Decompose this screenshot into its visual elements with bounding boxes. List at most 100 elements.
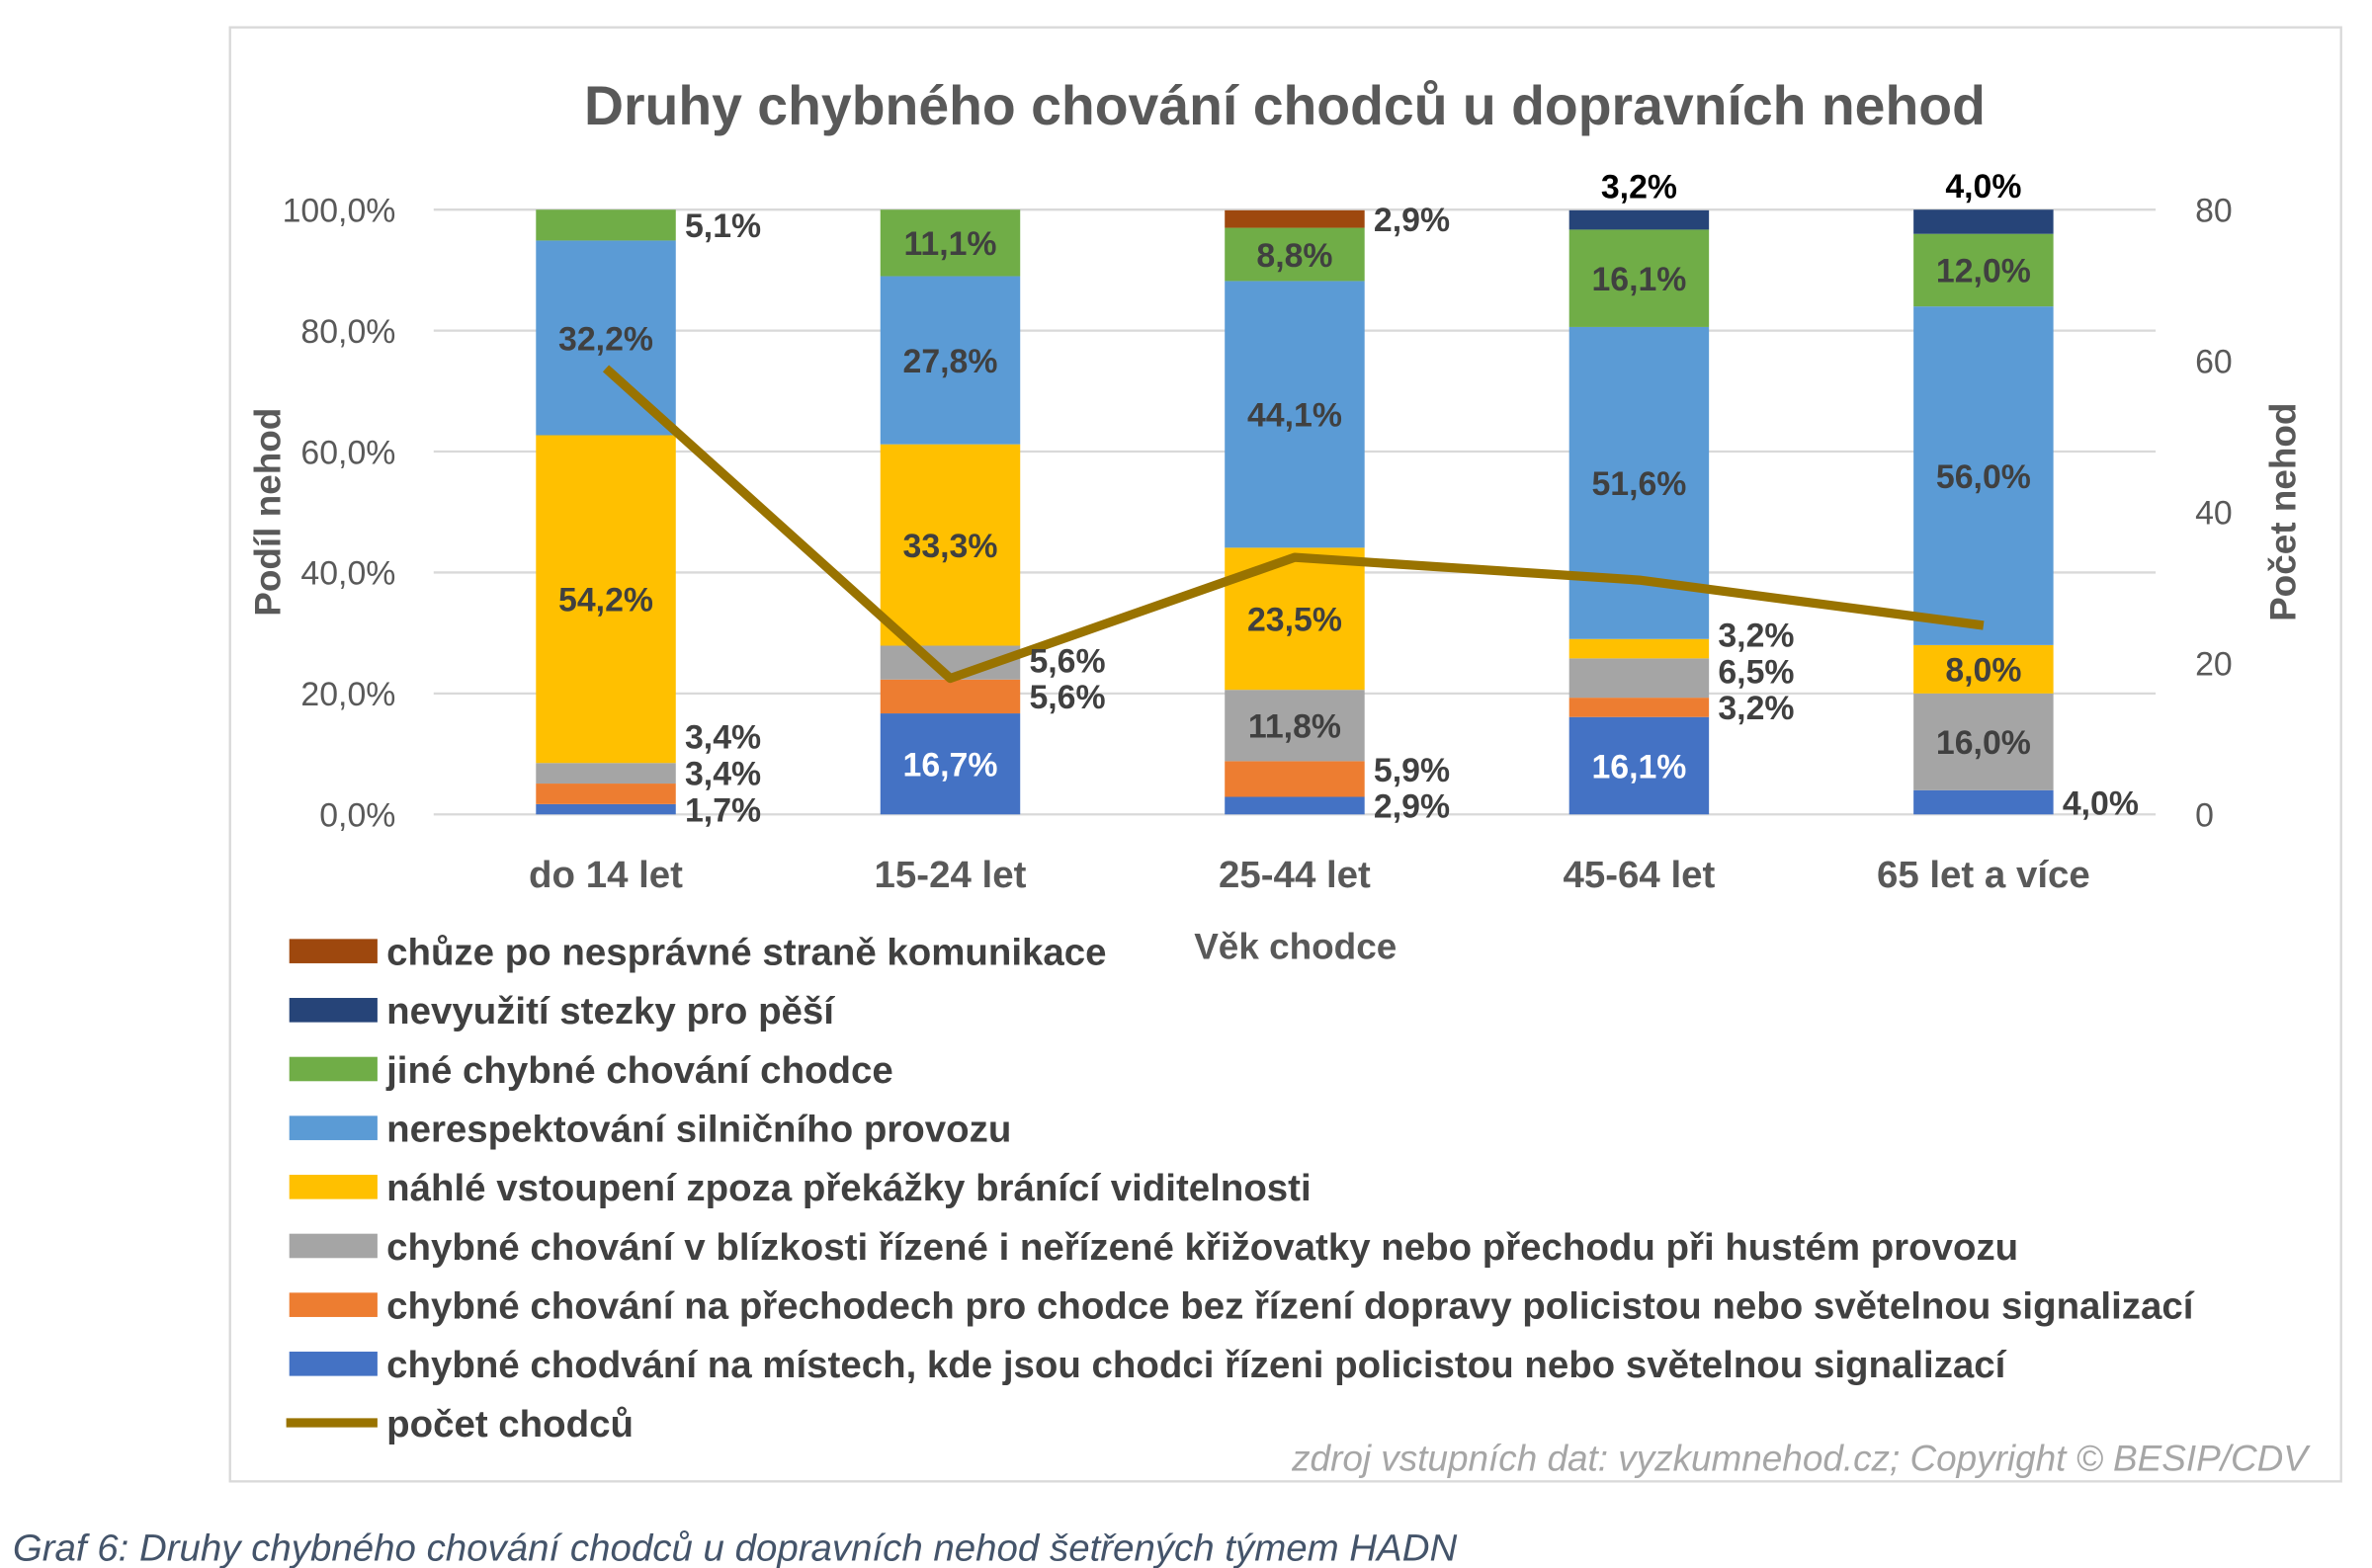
legend-swatch bbox=[289, 1056, 378, 1082]
data-label: 12,0% bbox=[1936, 253, 2031, 290]
bar-segment bbox=[1568, 716, 1710, 815]
bar-segment bbox=[880, 713, 1021, 815]
data-label: 3,2% bbox=[1718, 617, 1794, 654]
data-label: 11,1% bbox=[903, 225, 996, 263]
y2-tick-label: 0 bbox=[2195, 797, 2214, 835]
data-label: 4,0% bbox=[1945, 168, 2021, 206]
data-label: 54,2% bbox=[558, 582, 653, 619]
bar-segment bbox=[1913, 693, 2054, 790]
figure-caption: Graf 6: Druhy chybného chování chodců u … bbox=[13, 1527, 1458, 1568]
data-label: 44,1% bbox=[1247, 397, 1342, 435]
bar-segment bbox=[536, 240, 676, 436]
chart-title: Druhy chybného chování chodců u dopravní… bbox=[584, 75, 1986, 136]
x-axis-title: Věk chodce bbox=[1194, 926, 1397, 966]
source-note: zdroj vstupních dat: vyzkumnehod.cz; Cop… bbox=[1291, 1439, 2311, 1479]
legend-label: nerespektování silničního provozu bbox=[386, 1108, 1011, 1150]
x-tick-label: do 14 let bbox=[529, 854, 683, 896]
legend-swatch bbox=[289, 1292, 378, 1317]
legend-swatch bbox=[289, 1233, 378, 1259]
bar-segment bbox=[536, 784, 676, 804]
bar-segment bbox=[1225, 281, 1365, 548]
legend-swatch bbox=[289, 1115, 378, 1140]
bar-segment bbox=[880, 276, 1021, 445]
bar-segment bbox=[1913, 306, 2054, 645]
bar-segment bbox=[536, 803, 676, 815]
data-label: 8,0% bbox=[1945, 652, 2021, 690]
y2-tick-label: 40 bbox=[2195, 495, 2233, 533]
bar-segment bbox=[1225, 761, 1365, 797]
legend-swatch bbox=[289, 1175, 378, 1199]
data-label: 16,0% bbox=[1936, 724, 2031, 762]
legend-label: náhlé vstoupení zpoza překážky bránící v… bbox=[386, 1167, 1312, 1209]
x-tick-label: 25-44 let bbox=[1219, 854, 1371, 896]
data-label: 33,3% bbox=[903, 528, 998, 565]
y2-tick-label: 80 bbox=[2195, 193, 2233, 230]
y-tick-label: 0,0% bbox=[319, 797, 395, 835]
data-label: 3,2% bbox=[1601, 169, 1677, 206]
legend-label: počet chodců bbox=[386, 1403, 634, 1445]
legend-label: nevyužití stezky pro pěší bbox=[386, 990, 835, 1032]
bar-segment bbox=[1568, 658, 1710, 699]
data-label: 32,2% bbox=[558, 320, 653, 358]
bar-segment bbox=[1568, 698, 1710, 717]
data-label: 16,1% bbox=[1591, 261, 1686, 298]
data-label: 6,5% bbox=[1718, 653, 1794, 691]
data-label: 2,9% bbox=[1374, 788, 1450, 826]
data-label: 27,8% bbox=[903, 343, 998, 380]
data-label: 16,1% bbox=[1591, 748, 1686, 785]
data-label: 8,8% bbox=[1256, 237, 1332, 275]
data-label: 3,2% bbox=[1718, 690, 1794, 727]
data-label: 3,4% bbox=[685, 755, 761, 792]
bar-segment bbox=[1225, 227, 1365, 282]
data-label: 2,9% bbox=[1374, 202, 1450, 239]
bar-segment bbox=[536, 209, 676, 241]
y-tick-label: 100,0% bbox=[283, 193, 396, 230]
bar-segment bbox=[880, 444, 1021, 646]
data-label: 3,4% bbox=[685, 719, 761, 757]
bar-segment bbox=[880, 679, 1021, 714]
legend-label: jiné chybné chování chodce bbox=[385, 1049, 893, 1092]
legend-label: chybné chodvání na místech, kde jsou cho… bbox=[386, 1344, 2007, 1386]
x-tick-label: 65 let a více bbox=[1877, 854, 2090, 896]
legend-swatch bbox=[289, 939, 378, 963]
data-label: 51,6% bbox=[1591, 465, 1686, 503]
bar-segment bbox=[1225, 690, 1365, 762]
data-label: 16,7% bbox=[903, 746, 998, 784]
bar-segment bbox=[1568, 209, 1710, 230]
bar-segment bbox=[1225, 796, 1365, 815]
y2-tick-label: 20 bbox=[2195, 646, 2233, 684]
bar-segment bbox=[880, 209, 1021, 277]
bar-segment bbox=[1225, 209, 1365, 228]
y2-axis-title: Počet nehod bbox=[2263, 403, 2304, 621]
data-label: 1,7% bbox=[685, 791, 761, 829]
y-axis-title: Podíl nehod bbox=[247, 408, 288, 617]
bar-segment bbox=[1568, 638, 1710, 659]
data-label: 5,6% bbox=[1029, 679, 1105, 716]
legend-swatch bbox=[289, 1352, 378, 1376]
y2-tick-label: 60 bbox=[2195, 344, 2233, 381]
y-tick-label: 60,0% bbox=[300, 434, 395, 471]
bar-segment bbox=[1913, 233, 2054, 307]
legend: chůze po nesprávné straně komunikace nevy… bbox=[286, 931, 2195, 1445]
bar-segment bbox=[536, 763, 676, 784]
data-label: 11,8% bbox=[1248, 708, 1341, 746]
legend-label: chybné chování na přechodech pro chodce … bbox=[386, 1284, 2195, 1327]
data-label: 4,0% bbox=[2063, 784, 2139, 822]
data-label: 5,9% bbox=[1374, 752, 1450, 789]
legend-label: chybné chování v blízkosti řízené i neří… bbox=[386, 1226, 2018, 1269]
legend-swatch bbox=[289, 998, 378, 1023]
data-label: 5,6% bbox=[1029, 642, 1105, 680]
x-tick-label: 15-24 let bbox=[875, 854, 1027, 896]
y-tick-label: 20,0% bbox=[300, 676, 395, 713]
bar-segment bbox=[1568, 229, 1710, 327]
data-label: 56,0% bbox=[1936, 458, 2031, 496]
bar-segment bbox=[536, 435, 676, 764]
bar-segment bbox=[1913, 789, 2054, 815]
y-tick-label: 80,0% bbox=[300, 313, 395, 351]
data-label: 23,5% bbox=[1247, 602, 1342, 639]
data-label: 5,1% bbox=[685, 207, 761, 245]
legend-label: chůze po nesprávné straně komunikace bbox=[386, 931, 1106, 973]
x-tick-label: 45-64 let bbox=[1563, 854, 1715, 896]
y-tick-label: 40,0% bbox=[300, 555, 395, 593]
